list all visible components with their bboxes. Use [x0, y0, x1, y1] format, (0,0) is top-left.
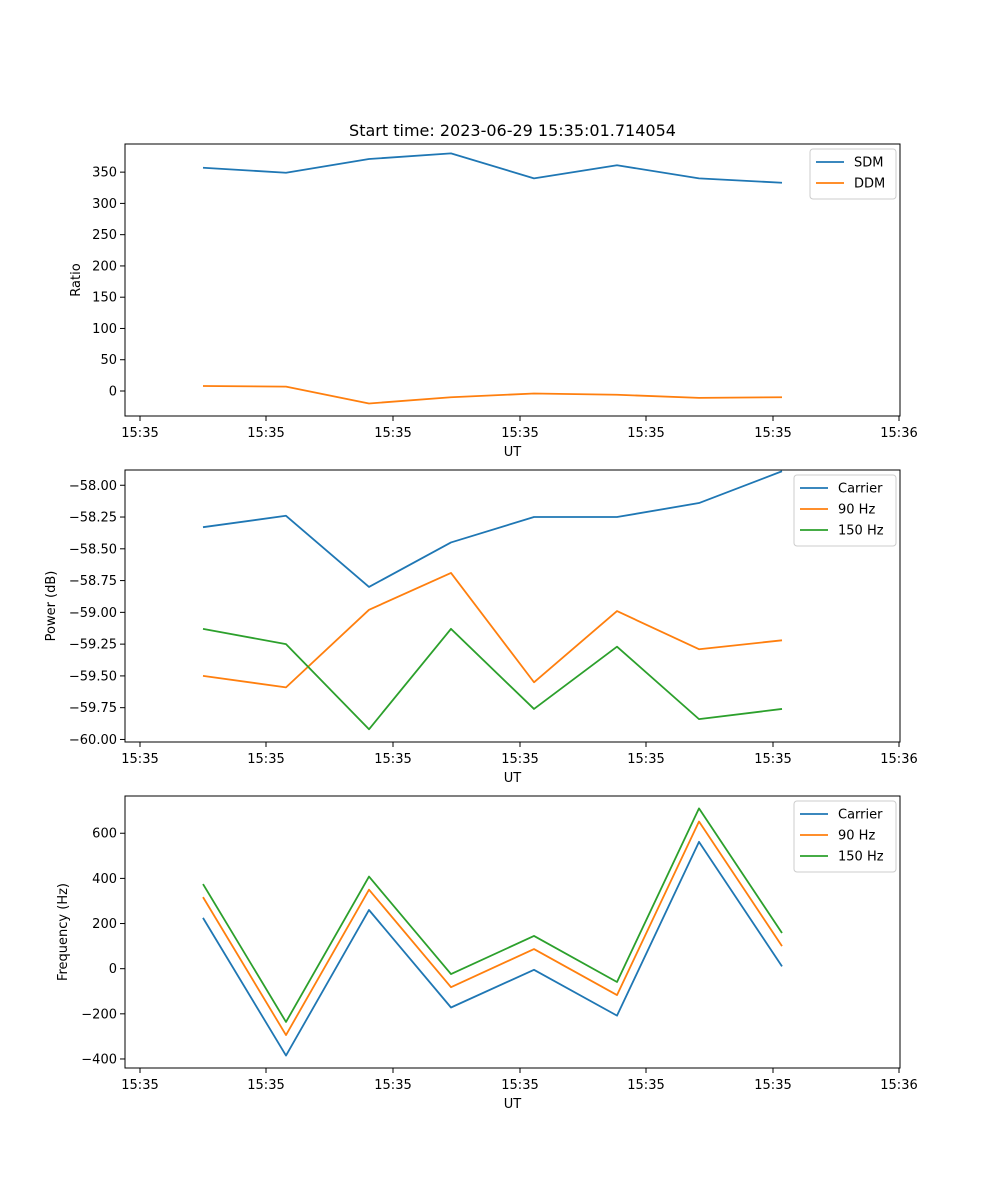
plot-panel-2: 15:35 15:35 15:35 15:35 15:35 15:35 15:36 −60.0…: [44, 469, 918, 786]
x-tick-label: 15:35: [501, 752, 538, 767]
axes-frame: [124, 143, 901, 417]
series-line-carrier: [202, 840, 783, 1057]
x-axis-label: UT: [504, 1097, 522, 1112]
y-tick-label: 0: [109, 384, 117, 399]
y-tick-label: 150: [92, 291, 117, 306]
chart-title: Start time: 2023-06-29 15:35:01.714054: [349, 121, 676, 140]
series-line-90-hz: [202, 820, 783, 1036]
series-line-ddm: [202, 385, 783, 405]
x-tick-label: 15:35: [754, 752, 791, 767]
x-tick-label: 15:35: [247, 426, 284, 441]
y-axis-label: Power (dB): [44, 571, 59, 642]
x-tick-label: 15:35: [754, 1078, 791, 1093]
y-tick-label: −58.50: [69, 542, 117, 557]
x-tick-label: 15:35: [627, 1078, 664, 1093]
x-tick-label: 15:36: [880, 752, 917, 767]
x-tick-label: 15:35: [247, 752, 284, 767]
x-tick-label: 15:35: [627, 752, 664, 767]
x-tick-label: 15:35: [121, 752, 158, 767]
x-axis-label: UT: [504, 445, 522, 460]
x-tick-label: 15:35: [627, 426, 664, 441]
x-tick-label: 15:35: [121, 1078, 158, 1093]
x-tick-label: 15:36: [880, 1078, 917, 1093]
axes-frame: [124, 795, 901, 1069]
y-tick-label: −58.00: [69, 479, 117, 494]
x-tick-label: 15:35: [374, 426, 411, 441]
legend-label: Carrier: [838, 808, 883, 823]
y-tick-label: −58.75: [69, 574, 117, 589]
x-axis-label: UT: [504, 771, 522, 786]
axes-frame: [124, 469, 901, 743]
plot-panel-1: 15:35 15:35 15:35 15:35 15:35 15:35 15:36 0 50 10…: [69, 121, 918, 460]
series-line-sdm: [202, 152, 783, 184]
legend-box: [793, 800, 897, 873]
series-line-carrier: [202, 470, 783, 588]
legend-label: Carrier: [838, 482, 883, 497]
y-tick-label: 400: [92, 872, 117, 887]
series-line-150-hz: [202, 807, 783, 1023]
legend-label: 90 Hz: [838, 503, 875, 518]
y-tick-label: 200: [92, 259, 117, 274]
x-tick-label: 15:36: [880, 426, 917, 441]
y-tick-label: 250: [92, 228, 117, 243]
x-tick-label: 15:35: [374, 752, 411, 767]
y-tick-label: 100: [92, 322, 117, 337]
legend-box: [793, 474, 897, 547]
legend-label: DDM: [854, 177, 885, 192]
y-axis-label: Frequency (Hz): [56, 883, 71, 981]
legend-label: 150 Hz: [838, 850, 884, 865]
y-tick-label: −60.00: [69, 733, 117, 748]
y-tick-label: 300: [92, 197, 117, 212]
y-tick-label: 350: [92, 166, 117, 181]
y-tick-label: −200: [81, 1007, 117, 1022]
y-tick-label: −59.75: [69, 701, 117, 716]
y-tick-label: −59.25: [69, 638, 117, 653]
legend-label: 150 Hz: [838, 524, 884, 539]
y-tick-label: −59.00: [69, 606, 117, 621]
x-tick-label: 15:35: [754, 426, 791, 441]
y-tick-label: 600: [92, 827, 117, 842]
x-tick-label: 15:35: [247, 1078, 284, 1093]
y-axis-label: Ratio: [69, 263, 84, 296]
series-line-90-hz: [202, 572, 783, 689]
plot-panel-3: 15:35 15:35 15:35 15:35 15:35 15:35 15:36 −400 −…: [56, 795, 918, 1112]
y-tick-label: −59.50: [69, 669, 117, 684]
x-tick-label: 15:35: [374, 1078, 411, 1093]
x-tick-label: 15:35: [501, 426, 538, 441]
legend-label: 90 Hz: [838, 829, 875, 844]
x-tick-label: 15:35: [501, 1078, 538, 1093]
legend-label: SDM: [854, 156, 883, 171]
y-tick-label: 50: [100, 353, 117, 368]
y-tick-label: −400: [81, 1052, 117, 1067]
y-tick-label: 200: [92, 917, 117, 932]
y-tick-label: 0: [109, 962, 117, 977]
x-tick-label: 15:35: [121, 426, 158, 441]
y-tick-label: −58.25: [69, 511, 117, 526]
series-line-150-hz: [202, 627, 783, 731]
